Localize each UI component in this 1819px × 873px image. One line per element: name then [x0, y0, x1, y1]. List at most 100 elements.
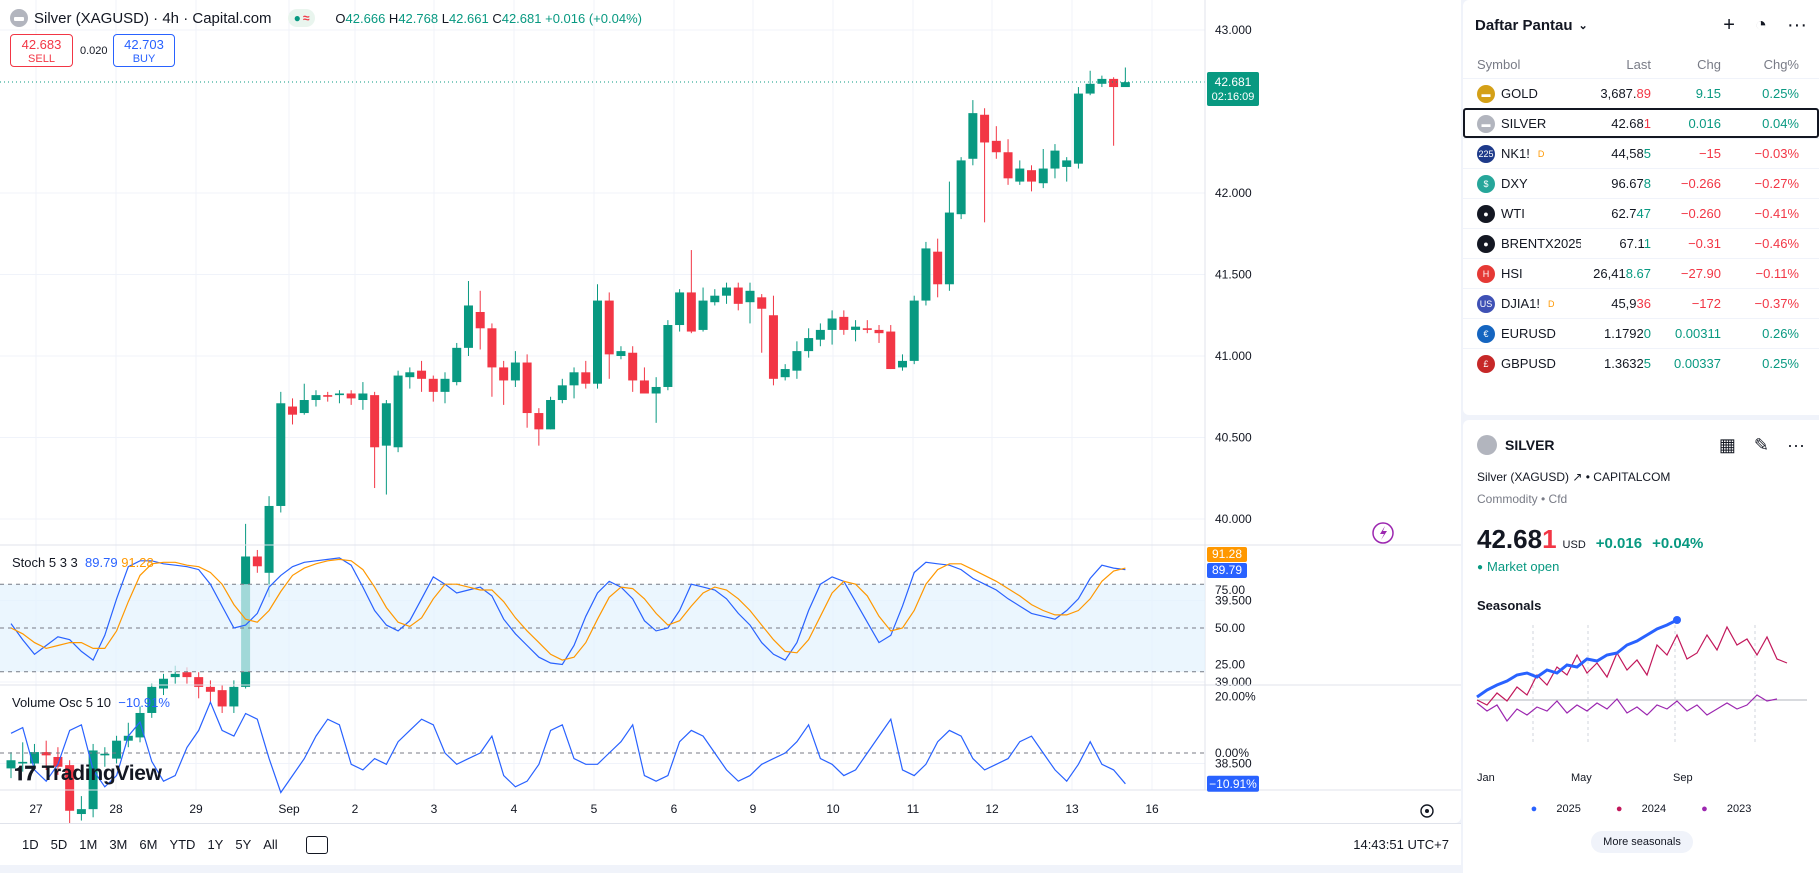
candle-body — [147, 686, 157, 713]
stoch-legend[interactable]: Stoch 5 3 3 89.79 91.28 — [12, 555, 154, 570]
candle-body — [182, 672, 192, 678]
candle-body — [780, 369, 790, 378]
candle-body — [205, 686, 215, 692]
time-axis-label: 3 — [430, 802, 438, 816]
range-3m[interactable]: 3M — [109, 837, 128, 852]
candle-body — [534, 413, 544, 430]
candle-body — [393, 375, 403, 448]
candle-body — [991, 140, 1001, 153]
change-percent: 0.25% — [1762, 356, 1799, 371]
change: 0.00337 — [1674, 356, 1721, 371]
price-axis-label: 43.000 — [1215, 23, 1252, 37]
col-symbol[interactable]: Symbol — [1477, 56, 1521, 72]
last-price: 3,687.89 — [1600, 86, 1651, 101]
range-5y[interactable]: 5Y — [235, 837, 252, 852]
candle-body — [170, 673, 180, 678]
external-link-icon[interactable]: ↗ — [1572, 470, 1583, 484]
candle-body — [6, 760, 16, 769]
more-options-icon[interactable]: ··· — [1787, 14, 1807, 36]
range-5d[interactable]: 5D — [50, 837, 68, 852]
watchlist-row-brentx2025[interactable]: ● BRENTX2025 67.11 −0.31 −0.46% — [1463, 228, 1819, 258]
chart-panel[interactable]: 43.000 42.000 41.500 41.000 40.500 40.000 39.5… — [0, 0, 1461, 823]
add-symbol-icon[interactable]: + — [1723, 14, 1735, 36]
col-chgp[interactable]: Chg% — [1763, 56, 1799, 72]
candle-body — [112, 740, 122, 759]
candle-body — [956, 160, 966, 215]
symbol-logo-icon: € — [1477, 324, 1495, 343]
candlestick-series[interactable] — [6, 67, 1130, 823]
candle-body — [76, 809, 86, 815]
legend-2025[interactable]: ● 2025 — [1530, 803, 1581, 815]
watchlist-columns: Symbol Last Chg Chg% — [1463, 50, 1819, 78]
symbol-logo-icon: H — [1477, 264, 1495, 283]
candle-body — [897, 360, 907, 368]
candle-body — [53, 756, 63, 767]
last-price-tag — [1207, 71, 1259, 106]
candle-body — [546, 400, 556, 430]
last-price: 45,936 — [1611, 296, 1651, 311]
watchlist-row-eurusd[interactable]: € EURUSD 1.17920 0.00311 0.26% — [1463, 318, 1819, 348]
legend-2024[interactable]: ● 2024 — [1615, 803, 1667, 815]
edit-icon[interactable]: ✎ — [1753, 434, 1770, 455]
chart-title[interactable]: Silver (XAGUSD) · 4h · Capital.com — [34, 9, 272, 27]
col-chg[interactable]: Chg — [1697, 56, 1721, 72]
symbol-logo-icon: $ — [1477, 174, 1495, 193]
candle-body — [909, 300, 919, 361]
layout-grid-icon[interactable]: ▦ — [1718, 434, 1736, 455]
more-options-icon[interactable]: ··· — [1787, 434, 1805, 455]
change: −27.90 — [1680, 266, 1721, 281]
seasonals-title[interactable]: Seasonals — [1477, 598, 1542, 613]
time-axis-label: 16 — [1145, 802, 1159, 816]
candle-body — [463, 305, 473, 348]
details-symbol[interactable]: SILVER — [1505, 437, 1555, 453]
price-axis-label: 40.000 — [1215, 512, 1252, 526]
candle-body — [88, 750, 98, 810]
candle-body — [1038, 168, 1048, 184]
legend-2023[interactable]: ● 2023 — [1701, 803, 1752, 815]
range-1y[interactable]: 1Y — [207, 837, 224, 852]
watchlist-row-wti[interactable]: ● WTI 62.747 −0.260 −0.41% — [1463, 198, 1819, 228]
symbol-logo-icon: US — [1477, 294, 1495, 313]
buy-button[interactable]: 42.703 BUY — [113, 34, 175, 67]
range-all[interactable]: All — [263, 837, 278, 852]
seasonals-chart[interactable] — [1463, 615, 1819, 775]
watchlist-row-gbpusd[interactable]: £ GBPUSD 1.36325 0.00337 0.25% — [1463, 348, 1819, 378]
advanced-view-icon[interactable]: ◔ — [1754, 14, 1768, 36]
range-6m[interactable]: 6M — [139, 837, 158, 852]
candle-body — [358, 393, 368, 401]
goto-date-icon[interactable] — [305, 835, 328, 854]
last-price: 26,418.67 — [1593, 266, 1651, 281]
lightning-icon[interactable] — [1372, 522, 1394, 544]
watchlist-row-nk1![interactable]: 225 NK1! D 44,585 −15 −0.03% — [1463, 138, 1819, 168]
change: 0.016 — [1688, 116, 1721, 131]
candle-body — [510, 362, 520, 381]
volume-osc-legend[interactable]: Volume Osc 5 10 −10.91% — [12, 695, 170, 710]
more-seasonals-button[interactable]: More seasonals — [1591, 831, 1693, 853]
chart-canvas[interactable]: 43.000 42.000 41.500 41.000 40.500 40.000 39.5… — [0, 0, 1461, 823]
watchlist-row-dxy[interactable]: $ DXY 96.678 −0.266 −0.27% — [1463, 168, 1819, 198]
bottom-toolbar: 1D 5D 1M 3M 6M YTD 1Y 5Y All 14:43:51 UTC+7 — [0, 823, 1461, 865]
candle-body — [733, 287, 743, 304]
range-ytd[interactable]: YTD — [169, 837, 196, 852]
sell-button[interactable]: 42.683 SELL — [10, 34, 73, 67]
last-price: 67.11 — [1619, 236, 1651, 251]
range-1m[interactable]: 1M — [79, 837, 98, 852]
settings-icon[interactable] — [1420, 804, 1434, 818]
watchlist-row-hsi[interactable]: H HSI 26,418.67 −27.90 −0.11% — [1463, 258, 1819, 288]
market-status-badge[interactable]: ● ≈ — [287, 9, 316, 27]
clock[interactable]: 14:43:51 UTC+7 — [1353, 837, 1449, 852]
candle-body — [768, 315, 778, 379]
col-last[interactable]: Last — [1626, 56, 1651, 72]
watchlist-row-silver[interactable]: ▬ SILVER 42.681 0.016 0.04% — [1463, 108, 1819, 138]
time-axis-label: 27 — [29, 802, 43, 816]
watchlist-panel: Daftar Pantau ⌄ + ◔ ··· Symbol Last Chg … — [1463, 0, 1819, 415]
tradingview-logo[interactable]: 𝟏𝟕 TradingView — [14, 762, 162, 785]
symbol-logo-icon: ● — [1477, 234, 1495, 253]
candle-body — [1003, 152, 1013, 179]
range-1d[interactable]: 1D — [22, 837, 39, 852]
watchlist-row-djia1![interactable]: US DJIA1! D 45,936 −172 −0.37% — [1463, 288, 1819, 318]
watchlist-row-gold[interactable]: ▬ GOLD 3,687.89 9.15 0.25% — [1463, 78, 1819, 108]
watchlist-title[interactable]: Daftar Pantau ⌄ — [1475, 16, 1588, 34]
candle-body — [921, 248, 931, 301]
details-name-line: Silver (XAGUSD) ↗ • CAPITALCOM — [1477, 470, 1671, 484]
